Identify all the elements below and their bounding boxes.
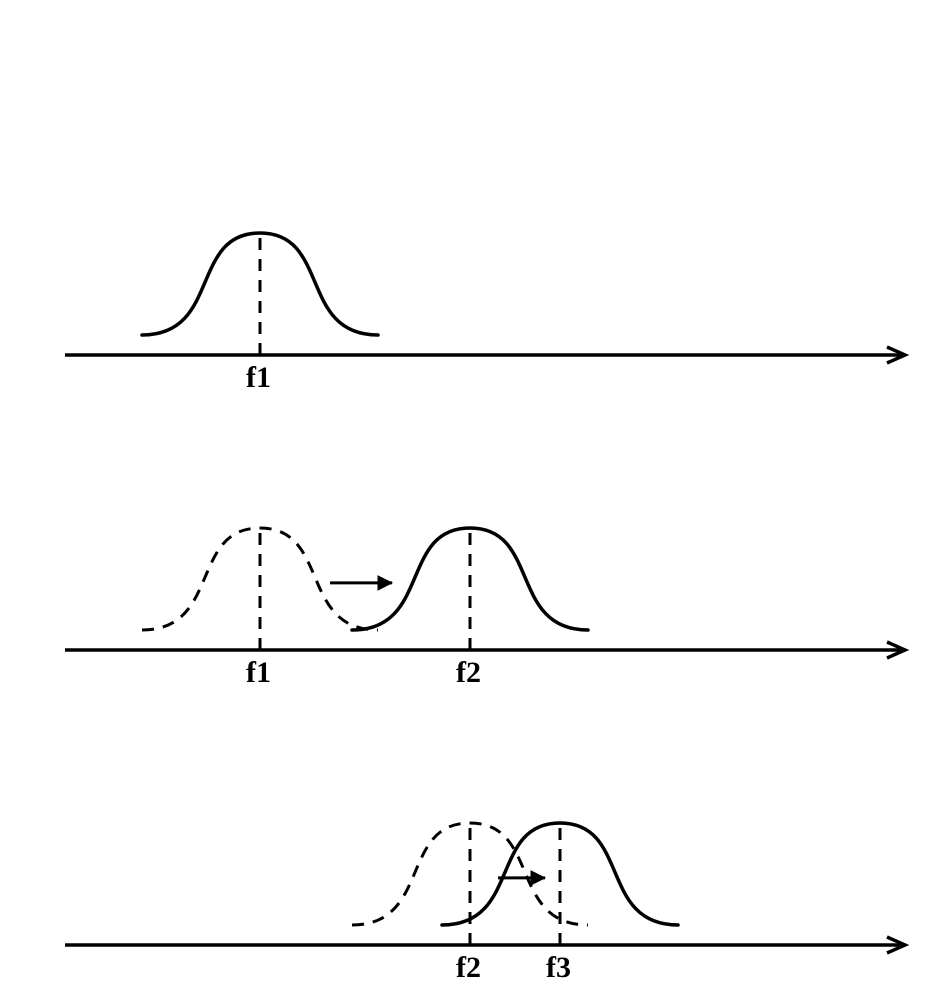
shift-arrow-head [378,576,392,590]
axis-label-f1-row0: f1 [246,361,271,395]
diagram-svg [0,0,946,1000]
shift-arrow-2-head [531,871,545,885]
axis-label-f2-row2: f2 [456,951,481,985]
axis-label-f2-row1: f2 [456,656,481,690]
diagram-stage: f1 f1 f2 f2 f3 [0,0,946,1000]
axis-label-f1-row1: f1 [246,656,271,690]
axis-label-f3-row2: f3 [546,951,571,985]
